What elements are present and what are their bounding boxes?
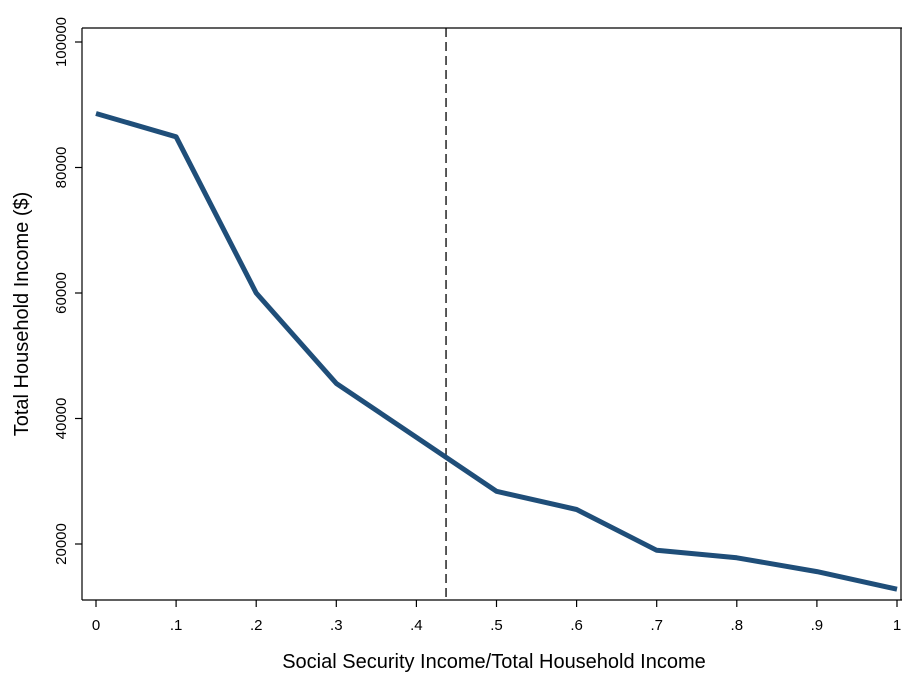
y-axis-ticks: 20000 40000 60000 80000 100000	[53, 17, 82, 565]
x-tick-label: 0	[92, 617, 100, 634]
x-axis-title: Social Security Income/Total Household I…	[282, 651, 706, 673]
y-axis-title: Total Household Income ($)	[11, 192, 33, 437]
plot-frame	[81, 27, 902, 601]
x-tick-label: .4	[410, 617, 423, 634]
x-tick-label: .9	[811, 617, 824, 634]
y-tick-label: 80000	[53, 147, 70, 189]
x-tick-label: 1	[893, 617, 901, 634]
x-tick-label: .5	[490, 617, 503, 634]
x-tick-label: .1	[170, 617, 183, 634]
y-tick-label: 40000	[53, 398, 70, 440]
y-tick-label: 20000	[53, 523, 70, 565]
x-tick-label: .2	[250, 617, 263, 634]
x-tick-label: .8	[731, 617, 744, 634]
y-tick-label: 60000	[53, 272, 70, 314]
x-axis-ticks: 0 .1 .2 .3 .4 .5 .6 .7 .8 .9 1	[92, 600, 901, 634]
x-tick-label: .6	[570, 617, 583, 634]
y-tick-label: 100000	[53, 17, 70, 67]
x-tick-label: .7	[650, 617, 663, 634]
series-line	[95, 111, 898, 592]
series-group	[95, 111, 898, 592]
x-tick-label: .3	[330, 617, 343, 634]
